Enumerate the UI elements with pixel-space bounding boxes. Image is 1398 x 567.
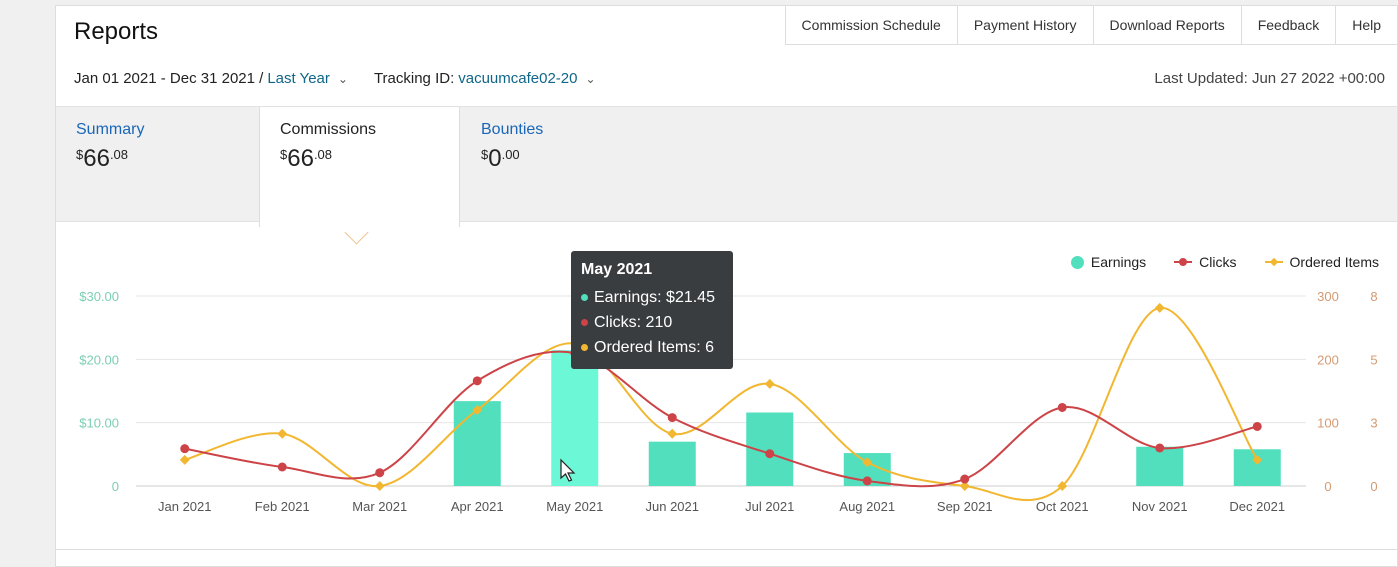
x-tick-label: May 2021 <box>546 499 603 514</box>
ordered-items-point <box>862 457 873 468</box>
tab-label: Commissions <box>280 121 377 138</box>
left-tick-label: $10.00 <box>79 416 119 431</box>
tooltip-earnings: Earnings: $21.45 <box>594 288 715 306</box>
tab-amount: $66.08 <box>76 145 129 172</box>
clicks-point <box>862 476 872 486</box>
tab-commissions[interactable]: Commissions $66.08 <box>259 107 460 227</box>
chevron-down-icon[interactable]: ⌄ <box>337 71 348 86</box>
legend-dot <box>1070 255 1084 269</box>
left-tick-label: 0 <box>112 479 119 494</box>
ordered-items-point <box>1252 454 1263 465</box>
tooltip-dot <box>581 294 588 301</box>
ordered-items-point <box>1057 481 1068 491</box>
x-tick-label: Aug 2021 <box>839 499 895 514</box>
clicks-point <box>1252 421 1262 431</box>
ordered-items-point <box>667 428 678 439</box>
right-tick-label-items: 8 <box>1370 289 1377 304</box>
earnings-bar <box>551 350 599 486</box>
period-dropdown[interactable]: Last Year <box>267 70 330 87</box>
page-title: Reports <box>74 18 159 45</box>
clicks-point <box>1155 443 1165 453</box>
tooltip-title: May 2021 <box>581 261 653 278</box>
x-tick-label: Sep 2021 <box>937 499 993 514</box>
ordered-items-point <box>959 481 970 491</box>
commission-schedule-link[interactable]: Commission Schedule <box>784 6 957 44</box>
clicks-point <box>277 462 287 472</box>
left-tick-label: $30.00 <box>79 289 119 304</box>
right-tick-label-items: 3 <box>1370 416 1377 431</box>
tab-amount: $66.08 <box>280 145 333 172</box>
clicks-line <box>184 350 1258 488</box>
right-tick-label-items: 5 <box>1370 352 1377 367</box>
earnings-bar <box>1136 446 1184 486</box>
x-tick-label: Feb 2021 <box>255 499 310 514</box>
tab-amount: $0.00 <box>481 145 520 172</box>
chevron-down-icon[interactable]: ⌄ <box>585 71 596 86</box>
left-tick-label: $20.00 <box>79 352 119 367</box>
right-tick-label-clicks: 0 <box>1324 479 1331 494</box>
right-tick-label-clicks: 300 <box>1317 289 1339 304</box>
clicks-point <box>765 449 775 459</box>
tab-summary[interactable]: Summary $66.08 <box>56 107 260 221</box>
tab-label: Bounties <box>481 121 544 138</box>
top-links: Commission Schedule Payment History Down… <box>784 6 1397 45</box>
x-tick-label: Jan 2021 <box>158 499 212 514</box>
legend-ordered-items[interactable]: Ordered Items <box>1264 254 1379 270</box>
earnings-bar <box>1233 449 1281 486</box>
tooltip-dot <box>581 344 588 351</box>
x-tick-label: Jul 2021 <box>745 499 794 514</box>
ordered-items-point <box>1154 302 1165 313</box>
ordered-items-point <box>277 428 288 439</box>
clicks-point <box>180 444 190 454</box>
x-tick-label: Dec 2021 <box>1229 499 1285 514</box>
legend-line-icon <box>1174 258 1193 266</box>
clicks-point <box>375 468 385 478</box>
tab-bounties[interactable]: Bounties $0.00 <box>461 107 661 221</box>
date-range: Jan 01 2021 - Dec 31 2021 / <box>74 70 264 87</box>
clicks-point <box>960 474 970 484</box>
clicks-point <box>1057 402 1067 412</box>
chart-tooltip: May 2021 Earnings: $21.45 Clicks: 210 Or… <box>571 251 733 369</box>
right-tick-label-items: 0 <box>1370 479 1377 494</box>
x-tick-label: Nov 2021 <box>1132 499 1188 514</box>
feedback-link[interactable]: Feedback <box>1240 6 1335 44</box>
x-tick-label: Jun 2021 <box>646 499 700 514</box>
tab-label: Summary <box>76 121 145 138</box>
bottom-table-header <box>56 549 1397 566</box>
payment-history-link[interactable]: Payment History <box>956 6 1093 44</box>
last-updated: Last Updated: Jun 27 2022 +00:00 <box>1154 70 1385 87</box>
tooltip-clicks: Clicks: 210 <box>594 313 673 331</box>
legend-earnings[interactable]: Earnings <box>1070 254 1146 270</box>
ordered-items-point <box>374 481 385 491</box>
earnings-bar <box>453 401 501 486</box>
ordered-items-point <box>764 378 775 389</box>
right-tick-label-clicks: 200 <box>1317 352 1339 367</box>
mouse-cursor-icon <box>560 458 576 482</box>
clicks-point <box>472 376 482 386</box>
earnings-bar <box>648 441 696 486</box>
help-link[interactable]: Help <box>1335 6 1397 44</box>
ordered-items-point <box>179 454 190 465</box>
download-reports-link[interactable]: Download Reports <box>1092 6 1241 44</box>
x-tick-label: Apr 2021 <box>451 499 504 514</box>
report-tabs: Summary $66.08 Commissions $66.08 Bounti… <box>56 106 1397 227</box>
clicks-point <box>667 413 677 423</box>
tooltip-dot <box>581 319 588 326</box>
legend-clicks[interactable]: Clicks <box>1174 254 1237 270</box>
tracking-label: Tracking ID: <box>373 70 455 87</box>
reports-panel: Reports Commission Schedule Payment Hist… <box>55 5 1398 567</box>
tooltip-ordered: Ordered Items: 6 <box>594 338 715 356</box>
legend-line-icon <box>1264 257 1283 267</box>
x-tick-label: Oct 2021 <box>1036 499 1089 514</box>
tracking-id-dropdown[interactable]: vacuumcafe02-20 <box>458 70 578 87</box>
chart-legend: Earnings Clicks Ordered Items <box>1070 254 1379 270</box>
x-tick-label: Mar 2021 <box>352 499 407 514</box>
right-tick-label-clicks: 100 <box>1317 416 1339 431</box>
filter-row: Jan 01 2021 - Dec 31 2021 / Last Year ⌄ … <box>74 70 596 87</box>
